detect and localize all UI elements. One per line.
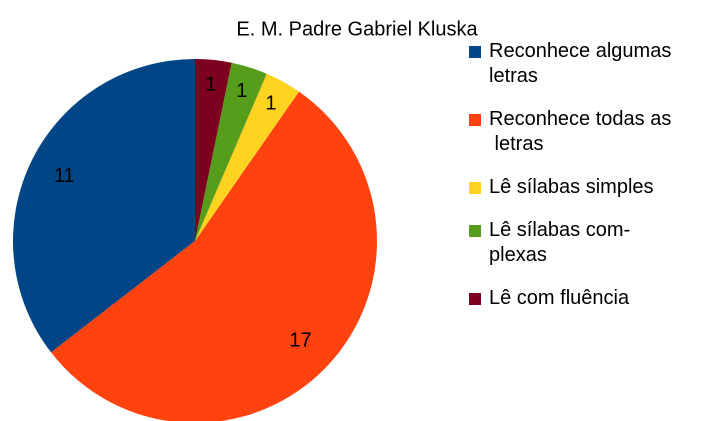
pie-slice [12, 59, 195, 353]
pie-slice [195, 59, 232, 241]
pie-slice [195, 73, 299, 241]
legend-label: Lê com fluência [489, 287, 630, 309]
data-label: 1 [236, 80, 247, 102]
data-label: 11 [54, 165, 75, 187]
legend-label: Lê sílabas com-plexas [489, 219, 630, 266]
data-label: 1 [265, 92, 276, 114]
pie-slice [195, 62, 267, 241]
pie-slice [51, 91, 377, 421]
legend-swatch [469, 225, 481, 237]
legend-swatch [469, 293, 481, 305]
legend-swatch [469, 46, 481, 58]
data-label: 1 [205, 74, 216, 96]
data-label: 17 [289, 330, 311, 352]
chart-title: E. M. Padre Gabriel Kluska [236, 18, 478, 40]
legend-swatch [469, 114, 481, 126]
legend-label: Lê sílabas simples [489, 176, 654, 198]
legend-swatch [469, 182, 481, 194]
legend-label: Reconhece todas as letras [489, 108, 671, 155]
legend-label: Reconhece algumas letras [489, 40, 671, 87]
